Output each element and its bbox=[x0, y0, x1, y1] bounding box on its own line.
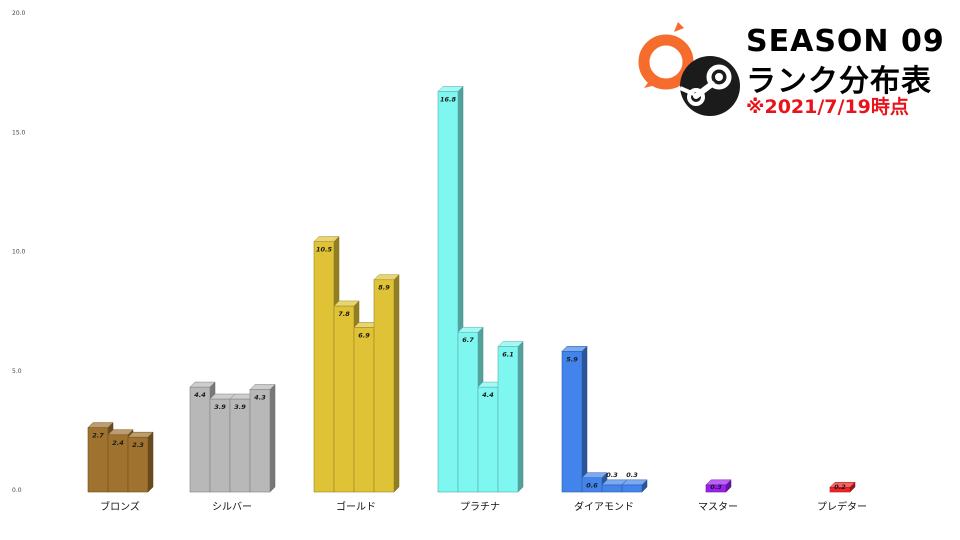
y-tick-label: 0.0 bbox=[12, 487, 22, 494]
bar-labels: 2.7 2.4 2.3 4.4 3.9 3.9 4.3 10.5 7.8 6.9 8.9 16.8 6.… bbox=[92, 95, 846, 491]
bar-front bbox=[561, 350, 583, 493]
bar-top bbox=[581, 472, 608, 478]
y-tick-label: 15.0 bbox=[12, 129, 26, 136]
date-note: ※2021/7/19時点 bbox=[746, 96, 909, 118]
bar-top bbox=[457, 326, 484, 333]
bar-value-label: 0.3 bbox=[606, 471, 618, 479]
y-axis: 0.0 5.0 10.0 15.0 20.0 bbox=[12, 10, 26, 494]
bar-top bbox=[189, 381, 216, 388]
bar-top bbox=[313, 236, 340, 242]
bar-value-label: 7.8 bbox=[338, 310, 350, 318]
bar-front bbox=[313, 241, 335, 493]
bar-value-label: 0.6 bbox=[586, 482, 598, 490]
bar-front bbox=[373, 279, 395, 493]
bar-front bbox=[249, 389, 271, 493]
bar-value-label: 3.9 bbox=[234, 403, 246, 411]
bar-front bbox=[189, 386, 211, 493]
bar-value-label: 16.8 bbox=[440, 95, 457, 103]
bar-front bbox=[209, 398, 231, 493]
steam-logo-icon bbox=[679, 56, 740, 116]
bar-front bbox=[477, 386, 499, 493]
origin-logo-icon bbox=[638, 22, 694, 90]
bar-value-label: 6.7 bbox=[462, 336, 474, 344]
bar-top bbox=[333, 300, 360, 307]
bar-value-label: 6.9 bbox=[358, 331, 370, 339]
bar-value-label: 2.3 bbox=[132, 441, 144, 449]
bar-side bbox=[269, 383, 276, 493]
bar-value-label: 0.3 bbox=[626, 471, 638, 479]
bar-value-label: 0.2 bbox=[834, 483, 846, 491]
bar-front bbox=[353, 327, 375, 493]
category-label: プレデター bbox=[817, 500, 867, 513]
bar-side bbox=[147, 431, 154, 493]
bar bbox=[621, 479, 648, 493]
bar-top bbox=[87, 422, 114, 428]
y-tick-label: 20.0 bbox=[12, 10, 26, 17]
bar-value-label: 6.1 bbox=[502, 351, 514, 359]
category-label: ダイアモンド bbox=[574, 500, 634, 513]
y-tick-label: 5.0 bbox=[12, 368, 22, 375]
bar-top bbox=[437, 86, 464, 92]
category-labels: ブロンズ シルバー ゴールド プラチナ ダイアモンド マスター プレデター bbox=[100, 500, 867, 513]
bar-front bbox=[437, 91, 459, 493]
bar-side bbox=[581, 345, 588, 493]
bar bbox=[581, 472, 608, 493]
category-label: マスター bbox=[698, 501, 738, 513]
category-label: ゴールド bbox=[336, 500, 376, 513]
logos bbox=[638, 22, 740, 116]
bar-value-label: 4.3 bbox=[254, 393, 266, 401]
bar-front bbox=[621, 484, 643, 493]
bar-top bbox=[561, 346, 588, 352]
bar-top bbox=[497, 341, 524, 347]
bars bbox=[87, 85, 856, 493]
bar-value-label: 5.9 bbox=[566, 355, 578, 363]
bar-value-label: 4.4 bbox=[482, 391, 494, 399]
bar-top bbox=[705, 479, 732, 486]
category-label: プラチナ bbox=[460, 501, 500, 513]
bar bbox=[561, 345, 588, 493]
bar-value-label: 2.4 bbox=[112, 439, 124, 447]
bar-front bbox=[601, 484, 623, 493]
bar-front bbox=[497, 346, 519, 493]
bar-side bbox=[517, 340, 524, 493]
bar bbox=[249, 383, 276, 493]
chart-title: ランク分布表 bbox=[746, 64, 932, 99]
bar-value-label: 0.3 bbox=[710, 483, 722, 491]
bar-value-label: 3.9 bbox=[214, 403, 226, 411]
category-label: シルバー bbox=[212, 501, 252, 513]
bar bbox=[373, 274, 400, 493]
bar-front bbox=[333, 305, 355, 493]
bar-value-label: 10.5 bbox=[316, 246, 333, 254]
y-tick-label: 10.0 bbox=[12, 249, 26, 256]
bar-value-label: 4.4 bbox=[194, 391, 206, 399]
bar-top bbox=[621, 479, 648, 486]
bar bbox=[127, 431, 154, 493]
title-block: SEASON 09 ランク分布表 ※2021/7/19時点 bbox=[638, 22, 953, 122]
bar bbox=[829, 481, 856, 493]
bar bbox=[705, 479, 732, 493]
bar-value-label: 2.7 bbox=[92, 432, 104, 440]
bar-front bbox=[229, 398, 251, 493]
bar-side bbox=[393, 274, 400, 493]
bar-top bbox=[107, 429, 134, 436]
bar-top bbox=[829, 481, 856, 488]
category-label: ブロンズ bbox=[100, 500, 140, 513]
bar-top bbox=[373, 274, 400, 280]
bar-top bbox=[127, 431, 154, 438]
bar-top bbox=[249, 384, 276, 390]
bar bbox=[497, 340, 524, 493]
bar-front bbox=[457, 331, 479, 493]
season-title: SEASON 09 bbox=[746, 24, 945, 59]
bar-value-label: 8.9 bbox=[378, 284, 390, 292]
